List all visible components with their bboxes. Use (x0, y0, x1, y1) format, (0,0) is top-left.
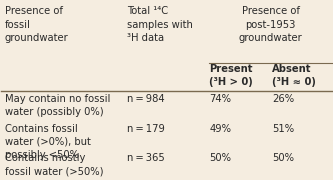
Text: n = 984: n = 984 (127, 94, 165, 104)
Text: n = 365: n = 365 (127, 153, 165, 163)
Text: 26%: 26% (272, 94, 294, 104)
Text: Presence of
post-1953
groundwater: Presence of post-1953 groundwater (239, 6, 302, 43)
Text: May contain no fossil
water (possibly 0%): May contain no fossil water (possibly 0%… (5, 94, 110, 117)
Text: 74%: 74% (209, 94, 231, 104)
Text: Total ¹⁴C
samples with
³H data: Total ¹⁴C samples with ³H data (127, 6, 193, 43)
Text: Contains fossil
water (>0%), but
possibly <50%: Contains fossil water (>0%), but possibl… (5, 124, 91, 160)
Text: 50%: 50% (209, 153, 231, 163)
Text: 50%: 50% (272, 153, 294, 163)
Text: 49%: 49% (209, 124, 231, 134)
Text: 51%: 51% (272, 124, 294, 134)
Text: Presence of
fossil
groundwater: Presence of fossil groundwater (5, 6, 69, 43)
Text: Present
(³H > 0): Present (³H > 0) (209, 64, 253, 87)
Text: Absent
(³H ≈ 0): Absent (³H ≈ 0) (272, 64, 316, 87)
Text: n = 179: n = 179 (127, 124, 165, 134)
Text: Contains mostly
fossil water (>50%): Contains mostly fossil water (>50%) (5, 153, 103, 177)
